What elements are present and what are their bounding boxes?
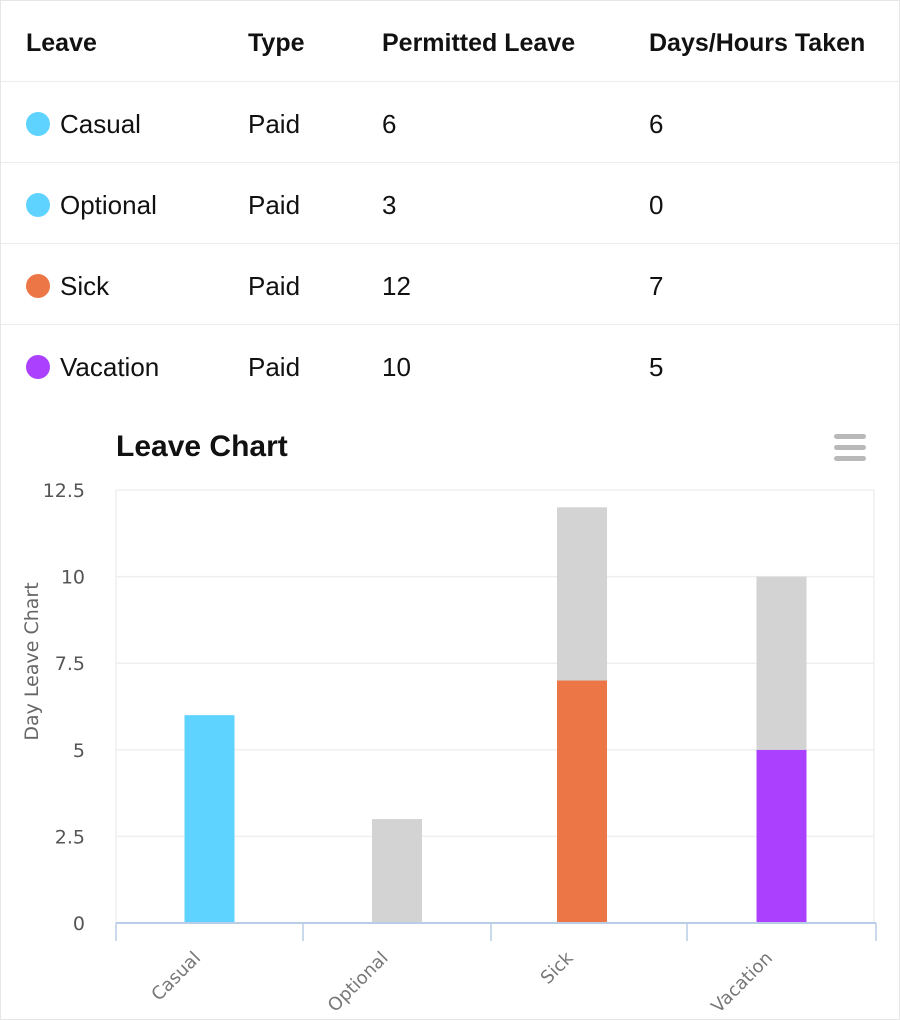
leave-name-label: Sick [60, 271, 110, 301]
y-tick-label: 10 [61, 567, 85, 589]
permitted-leave-cell: 3 [382, 190, 397, 220]
chart-title: Leave Chart [116, 430, 288, 463]
y-tick-label: 7.5 [55, 653, 85, 675]
leave-type-cell: Paid [248, 271, 301, 301]
leave-type-cell: Paid [248, 109, 301, 139]
hamburger-menu-icon [834, 445, 866, 450]
hamburger-menu-icon [834, 456, 866, 461]
y-tick-label: 2.5 [55, 826, 85, 848]
leave-name-cell: Casual [26, 82, 141, 162]
leave-name-label: Casual [60, 109, 141, 139]
x-tick-label: Casual [147, 948, 205, 1006]
table-row-casual: Casual Paid 6 6 [1, 82, 899, 163]
leave-color-dot-icon [26, 274, 50, 299]
table-row-optional: Optional Paid 3 0 [1, 163, 899, 244]
column-header-leave: Leave [26, 29, 97, 57]
permitted-leave-cell: 10 [382, 352, 411, 382]
days-taken-cell: 6 [649, 109, 664, 139]
days-taken-cell: 7 [649, 271, 664, 301]
bar-vacation-segment-1 [756, 576, 807, 750]
days-taken-cell: 0 [649, 190, 664, 220]
bar-sick-segment-0 [557, 680, 607, 923]
column-header-days-hours-taken: Days/Hours Taken [649, 29, 866, 57]
leave-type-cell: Paid [248, 352, 301, 382]
table-row-vacation: Vacation Paid 10 5 [1, 325, 899, 405]
leave-type-cell: Paid [248, 190, 301, 220]
chart-menu-button[interactable] [832, 433, 868, 463]
bar-optional-segment-1 [372, 819, 422, 923]
leave-name-cell: Optional [26, 163, 157, 243]
x-tick-label: Optional [324, 948, 393, 1017]
y-tick-label: 5 [73, 740, 85, 762]
permitted-leave-cell: 12 [382, 271, 411, 301]
bar-casual-segment-0 [184, 715, 235, 923]
y-axis-title: Day Leave Chart [21, 582, 43, 740]
leave-name-label: Optional [60, 190, 157, 220]
leave-color-dot-icon [26, 355, 50, 380]
table-row-sick: Sick Paid 12 7 [1, 244, 899, 325]
leave-name-cell: Vacation [26, 325, 159, 405]
y-tick-label: 12.5 [43, 480, 85, 502]
leave-name-cell: Sick [26, 244, 109, 324]
bar-sick-segment-1 [557, 507, 607, 681]
leave-table: Leave Type Permitted Leave Days/Hours Ta… [1, 1, 899, 405]
table-header-row: Leave Type Permitted Leave Days/Hours Ta… [1, 1, 899, 82]
column-header-type: Type [248, 29, 305, 57]
leave-name-label: Vacation [60, 352, 160, 382]
permitted-leave-cell: 6 [382, 109, 397, 139]
x-tick-label: Sick [537, 947, 578, 988]
bar-vacation-segment-0 [756, 749, 807, 923]
column-header-permitted-leave: Permitted Leave [382, 29, 576, 57]
leave-color-dot-icon [26, 112, 50, 137]
y-tick-label: 0 [73, 913, 85, 935]
hamburger-menu-icon [834, 434, 866, 439]
days-taken-cell: 5 [649, 352, 664, 382]
x-tick-label: Vacation [707, 948, 777, 1018]
leave-color-dot-icon [26, 193, 50, 218]
